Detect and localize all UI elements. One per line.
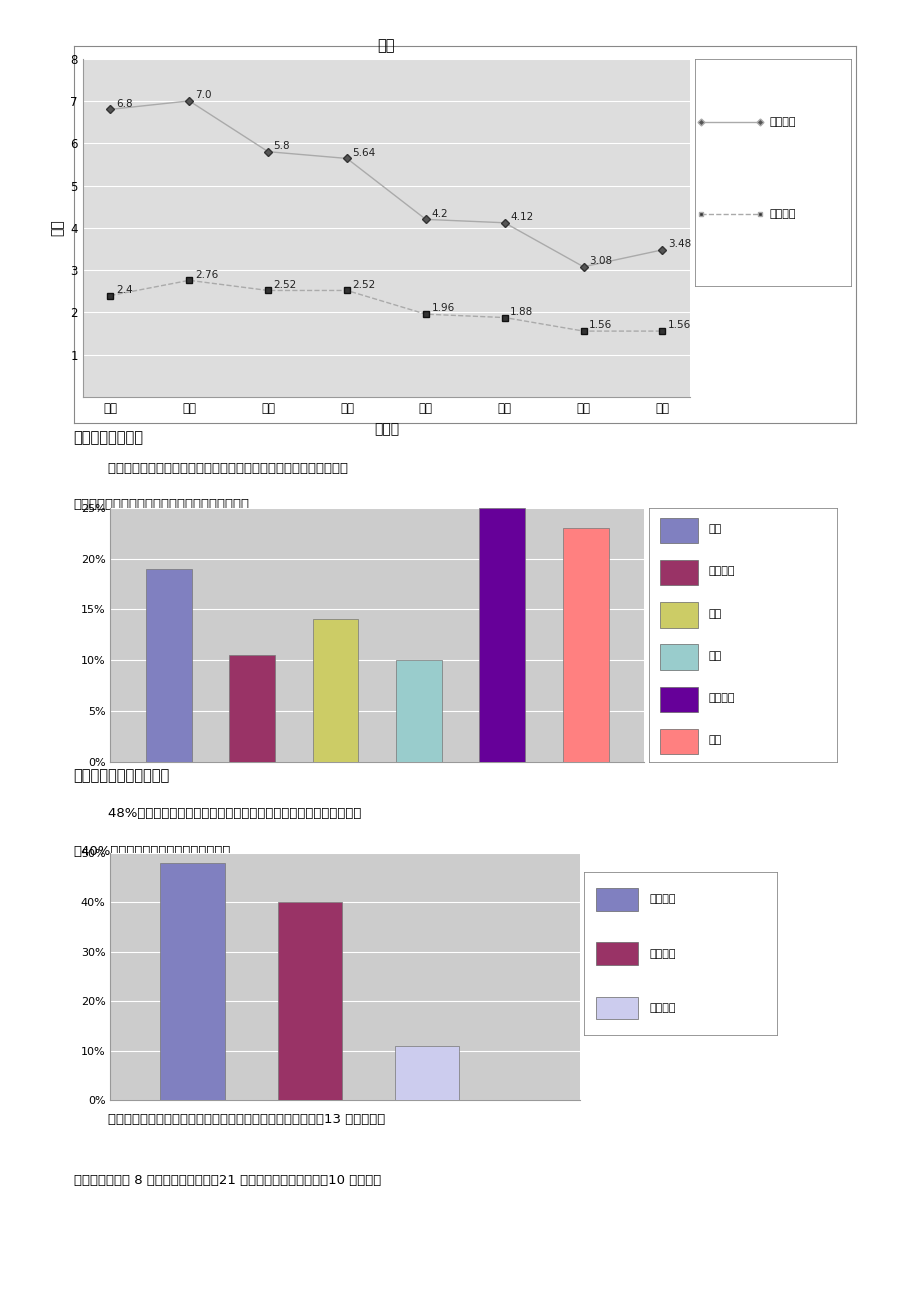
Bar <box>659 602 697 628</box>
Text: 1.56: 1.56 <box>667 320 690 331</box>
Title: 品牌: 品牌 <box>377 38 395 53</box>
Text: 7.0: 7.0 <box>195 90 211 100</box>
Text: 四）关于广告和促销手段: 四）关于广告和促销手段 <box>74 768 170 784</box>
Bar <box>278 902 342 1100</box>
Text: 48%的表示最喜欢现场打折，接近一半，其次就是附送礼品，也占到: 48%的表示最喜欢现场打折，接近一半，其次就是附送礼品，也占到 <box>74 807 360 820</box>
Text: 2.52: 2.52 <box>273 280 297 290</box>
Text: 满意度：: 满意度： <box>769 117 795 128</box>
Text: 平面广告，并且 8 人认为提高了意向；21 个人表示看过电视广告，10 人表示提: 平面广告，并且 8 人认为提高了意向；21 个人表示看过电视广告，10 人表示提 <box>74 1174 380 1187</box>
Text: 现场打折: 现场打折 <box>649 894 675 905</box>
Bar <box>312 620 358 762</box>
Text: 了40%，而抽奖活动似乎并不怎么有效。: 了40%，而抽奖活动似乎并不怎么有效。 <box>74 845 231 858</box>
Text: 2.52: 2.52 <box>352 280 375 290</box>
Text: 品牌: 品牌 <box>709 523 721 534</box>
Bar <box>659 644 697 669</box>
Text: 6.8: 6.8 <box>116 99 132 108</box>
Text: 4.12: 4.12 <box>510 212 533 223</box>
Text: 1.56: 1.56 <box>588 320 612 331</box>
Text: 2.4: 2.4 <box>116 285 132 294</box>
Text: 5.8: 5.8 <box>273 141 290 151</box>
Text: 包装: 包装 <box>709 651 721 661</box>
Bar <box>229 655 275 762</box>
Text: 味道: 味道 <box>709 736 721 746</box>
Bar <box>596 888 638 911</box>
Text: 去污能力: 去污能力 <box>709 693 734 703</box>
Text: 1.96: 1.96 <box>431 303 454 314</box>
Text: 三）关于消费习惯: 三）关于消费习惯 <box>74 430 143 445</box>
Bar <box>479 508 525 762</box>
Bar <box>659 686 697 712</box>
Text: 抽奖活动: 抽奖活动 <box>649 1003 675 1013</box>
Y-axis label: 数值: 数值 <box>51 220 65 236</box>
Bar <box>394 1046 459 1100</box>
Text: 3.48: 3.48 <box>667 240 690 249</box>
Bar <box>659 517 697 543</box>
Bar <box>596 996 638 1019</box>
Bar <box>160 863 224 1100</box>
Text: 在选择产品时，以下几方面对消费者的影响如下，去污能力和味道成: 在选择产品时，以下几方面对消费者的影响如下，去污能力和味道成 <box>74 462 347 475</box>
Text: 这是被调查这对我们选取的一则平面广告和电视广告的看法，13 人表示看过: 这是被调查这对我们选取的一则平面广告和电视广告的看法，13 人表示看过 <box>74 1113 384 1126</box>
Text: 5.64: 5.64 <box>352 147 375 158</box>
Text: 广告: 广告 <box>709 608 721 618</box>
Bar <box>659 560 697 585</box>
Text: 2.76: 2.76 <box>195 270 218 280</box>
Bar <box>146 569 191 762</box>
Bar <box>596 943 638 965</box>
Bar <box>659 729 697 754</box>
Text: 附送礼品: 附送礼品 <box>649 949 675 958</box>
Text: 4.2: 4.2 <box>431 208 448 219</box>
Text: 3.08: 3.08 <box>588 256 611 266</box>
Text: 1.88: 1.88 <box>510 307 533 316</box>
Text: 为了主要因素，而专家认证和包装的影响则最小。: 为了主要因素，而专家认证和包装的影响则最小。 <box>74 497 249 510</box>
X-axis label: 品牌名: 品牌名 <box>373 422 399 436</box>
Bar <box>562 529 607 762</box>
Text: 忠诚度：: 忠诚度： <box>769 208 795 219</box>
Bar <box>395 660 441 762</box>
Text: 专家认证: 专家认证 <box>709 566 734 577</box>
